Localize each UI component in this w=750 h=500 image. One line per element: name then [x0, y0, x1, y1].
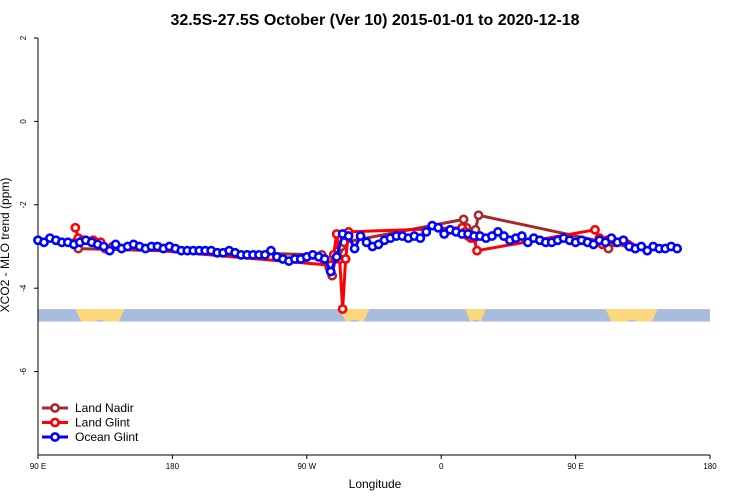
data-point-ocean-glint [319, 254, 330, 264]
x-tick-label: 90 W [297, 462, 316, 471]
axes: 90 E 180 90 W 0 90 E 180 2 0 -2 -4 -6 [19, 35, 717, 471]
x-tick-label: 0 [439, 462, 444, 471]
series-ocean-glint [33, 220, 683, 277]
data-point-land-glint [472, 245, 482, 256]
x-tick-label: 90 E [30, 462, 46, 471]
land-band-segment [465, 309, 486, 322]
land-ocean-band [38, 309, 710, 322]
legend-swatch-marker [50, 417, 60, 428]
legend-item-land-nadir: Land Nadir [42, 401, 134, 415]
y-tick-label: -4 [19, 284, 28, 292]
data-point-ocean-glint [672, 243, 683, 254]
data-point-ocean-glint [516, 231, 527, 241]
x-tick-label: 90 E [567, 462, 583, 471]
data-point-ocean-glint [433, 222, 444, 233]
data-point-land-glint [70, 222, 81, 233]
y-tick-label: 0 [19, 119, 28, 124]
y-tick-label: -2 [19, 201, 28, 209]
y-tick-label: -6 [19, 367, 28, 375]
legend-item-ocean-glint: Ocean Glint [42, 430, 139, 444]
data-point-ocean-glint [331, 252, 342, 262]
legend-swatch-marker [50, 403, 60, 413]
data-point-ocean-glint [343, 231, 354, 241]
data-point-ocean-glint [349, 243, 360, 254]
data-point-ocean-glint [355, 231, 366, 241]
x-axis-label: Longitude [349, 477, 402, 491]
ocean-band [38, 309, 710, 322]
series-layer [33, 210, 683, 314]
data-point-land-glint [337, 304, 348, 314]
data-point-land-nadir [473, 210, 484, 221]
data-point-ocean-glint [618, 235, 629, 246]
legend-swatch-marker [50, 432, 60, 442]
data-point-land-nadir [458, 214, 469, 225]
data-point-land-glint [340, 254, 351, 264]
land-band-segment [339, 309, 370, 322]
legend-label: Land Nadir [75, 401, 134, 415]
land-band-segment [605, 309, 658, 322]
legend-item-land-glint: Land Glint [42, 416, 130, 430]
data-point-ocean-glint [325, 266, 336, 277]
data-point-land-glint [590, 224, 600, 235]
chart-title: 32.5S-27.5S October (Ver 10) 2015-01-01 … [170, 12, 579, 29]
x-tick-label: 180 [703, 462, 717, 471]
x-tick-label: 180 [166, 462, 180, 471]
y-axis-label: XCO2 - MLO trend (ppm) [0, 178, 12, 313]
y-tick-label: 2 [19, 35, 28, 40]
legend-label: Land Glint [75, 416, 130, 430]
data-point-ocean-glint [266, 245, 276, 256]
data-point-ocean-glint [421, 227, 432, 237]
data-point-ocean-glint [415, 233, 426, 244]
legend-label: Ocean Glint [75, 430, 139, 444]
land-band-segment [75, 309, 125, 322]
data-point-ocean-glint [104, 245, 115, 256]
